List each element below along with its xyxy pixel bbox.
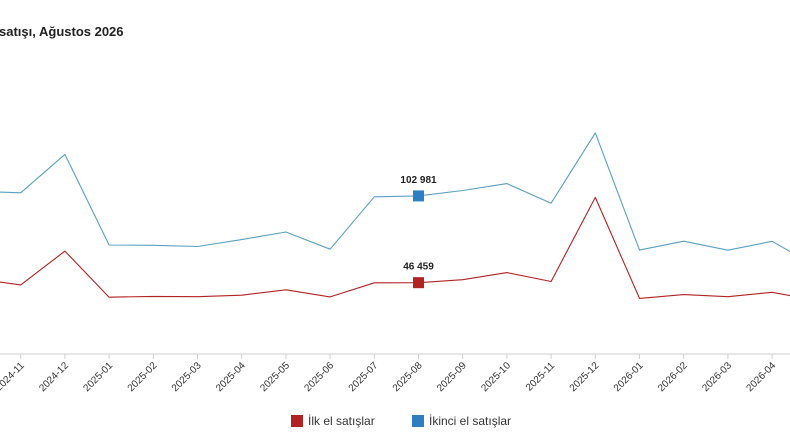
- legend-swatch[interactable]: [412, 415, 424, 427]
- data-point[interactable]: [724, 293, 732, 301]
- data-point[interactable]: [326, 293, 334, 301]
- legend-label[interactable]: İkinci el satışlar: [429, 414, 511, 428]
- x-tick-label: 2025-09: [435, 360, 469, 394]
- x-tick-label: 2024-11: [0, 360, 27, 394]
- data-point[interactable]: [636, 294, 644, 302]
- data-point[interactable]: [768, 288, 776, 296]
- data-point[interactable]: [591, 129, 599, 137]
- data-point[interactable]: [768, 237, 776, 245]
- data-point[interactable]: [282, 286, 290, 294]
- x-tick-label: 2026-04: [744, 360, 778, 394]
- data-point[interactable]: [326, 245, 334, 253]
- x-tick-label: 2025-10: [479, 360, 513, 394]
- x-tick-label: 2025-04: [214, 360, 248, 394]
- data-point[interactable]: [370, 279, 378, 287]
- series-layer: [0, 129, 790, 302]
- x-tick-label: 2025-06: [302, 360, 336, 394]
- data-point[interactable]: [149, 292, 157, 300]
- x-tick-label: 2025-11: [524, 360, 558, 394]
- data-point[interactable]: [149, 241, 157, 249]
- data-point[interactable]: [680, 291, 688, 299]
- series-line-1: [0, 132, 790, 253]
- data-point[interactable]: [503, 269, 511, 277]
- x-tick-label: 2025-03: [170, 360, 204, 394]
- data-point[interactable]: [238, 291, 246, 299]
- data-point[interactable]: [194, 293, 202, 301]
- data-point[interactable]: [547, 199, 555, 207]
- data-point[interactable]: [194, 243, 202, 251]
- data-point[interactable]: [105, 293, 113, 301]
- x-tick-label: 2026-01: [612, 360, 646, 394]
- legend: İlk el satışlar İkinci el satışlar: [291, 414, 511, 428]
- data-point[interactable]: [680, 237, 688, 245]
- legend-swatch[interactable]: [291, 415, 303, 427]
- data-label: 46 459: [403, 262, 434, 273]
- x-tick-label: 2025-05: [258, 360, 292, 394]
- x-tick-label: 2026-02: [656, 360, 690, 394]
- data-label: 102 981: [400, 175, 437, 186]
- x-tick-label: 2025-08: [391, 360, 425, 394]
- data-point[interactable]: [17, 189, 25, 197]
- x-tick-label: 2025-07: [347, 360, 381, 394]
- x-tick-label: 2025-12: [568, 360, 602, 394]
- data-point[interactable]: [459, 187, 467, 195]
- x-axis-ticks: 2024-11 2024-12 2025-01 2025-02 2025-03 2025-…: [0, 354, 790, 394]
- data-point[interactable]: [547, 278, 555, 286]
- data-point[interactable]: [61, 150, 69, 158]
- highlight-marker[interactable]: [413, 190, 424, 202]
- x-tick-label: 2024-12: [37, 360, 71, 394]
- data-point[interactable]: [105, 241, 113, 249]
- highlight-marker[interactable]: [413, 277, 424, 289]
- legend-label[interactable]: İlk el satışlar: [308, 414, 375, 428]
- data-point[interactable]: [17, 281, 25, 289]
- data-labels: 46 459 102 981: [400, 175, 437, 273]
- data-point[interactable]: [591, 193, 599, 201]
- chart-title: satışı, Ağustos 2026: [0, 24, 124, 39]
- x-tick-label: 2026-03: [700, 360, 734, 394]
- x-tick-label: 2025-01: [81, 360, 115, 394]
- data-point[interactable]: [238, 236, 246, 244]
- data-point[interactable]: [724, 246, 732, 254]
- data-point[interactable]: [282, 228, 290, 236]
- data-point[interactable]: [503, 180, 511, 188]
- data-point[interactable]: [370, 193, 378, 201]
- data-point[interactable]: [459, 276, 467, 284]
- data-point[interactable]: [61, 247, 69, 255]
- data-point[interactable]: [636, 246, 644, 254]
- series-line-0: [0, 196, 790, 299]
- x-tick-label: 2025-02: [126, 360, 160, 394]
